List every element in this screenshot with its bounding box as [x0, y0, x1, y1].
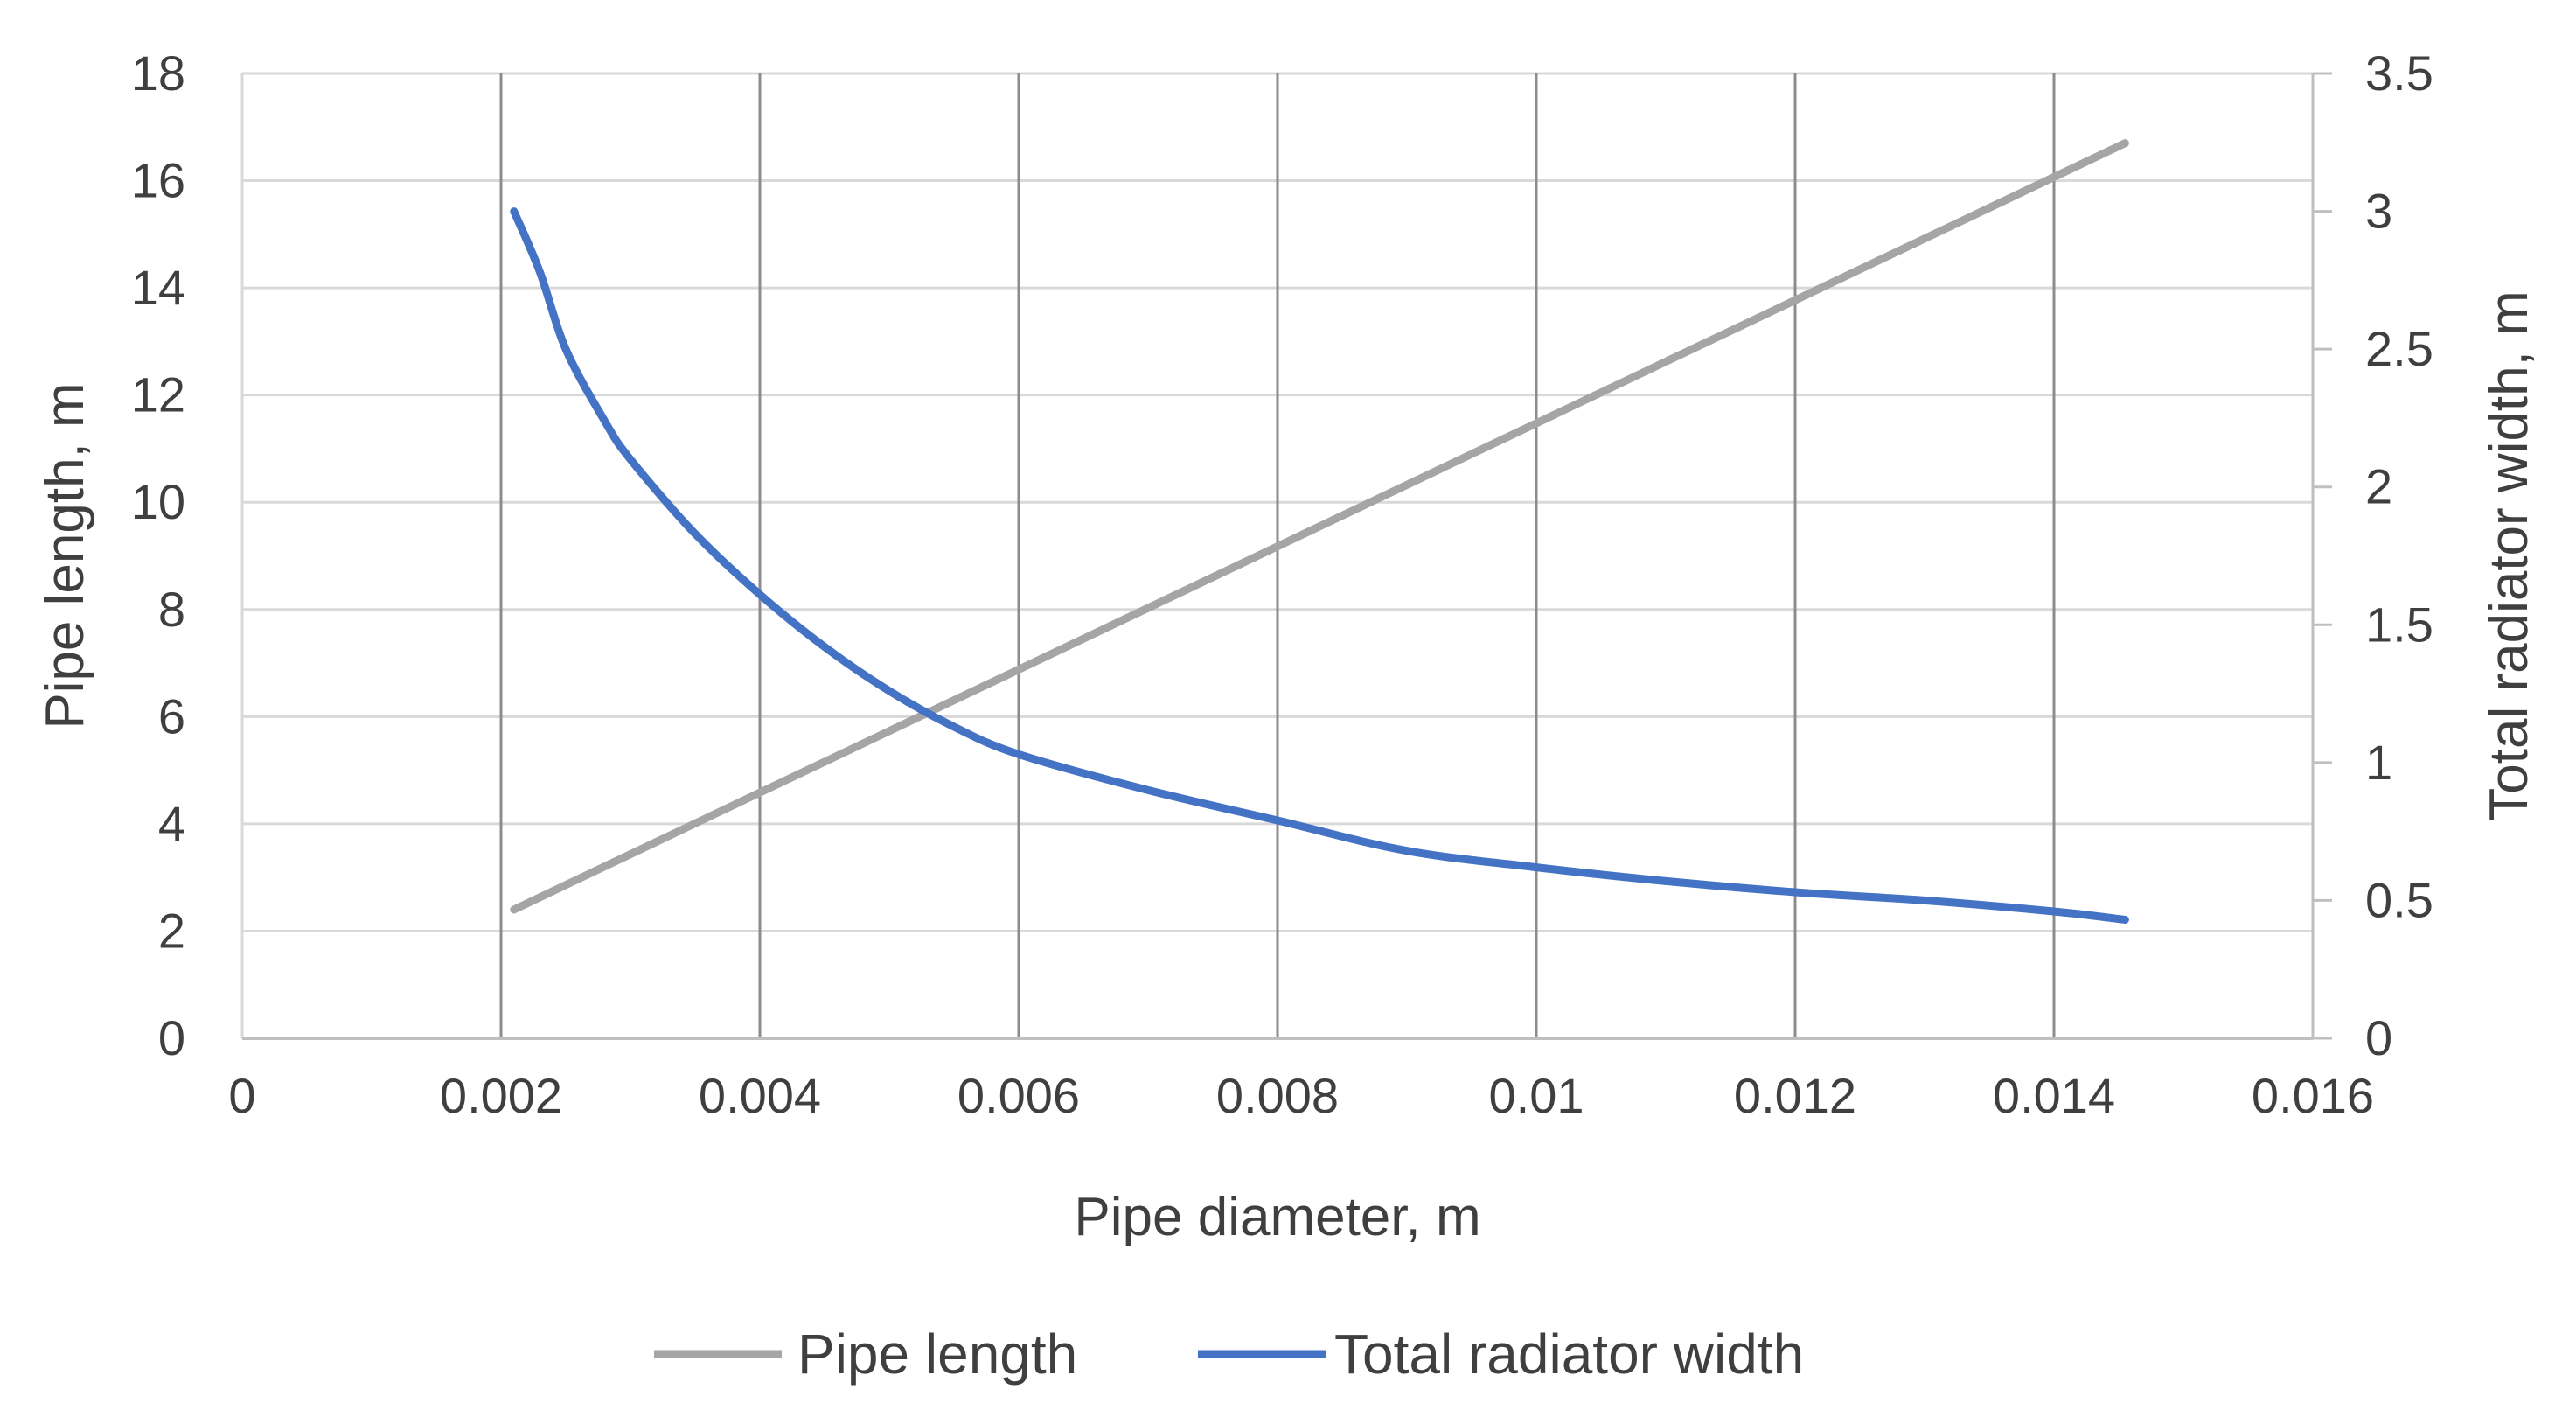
y-tick-label: 18 [131, 45, 185, 101]
x-tick-label: 0 [228, 1068, 255, 1123]
y-tick-label: 16 [131, 153, 185, 208]
y2-tick-label: 1 [2365, 735, 2392, 790]
x-tick-label: 0.002 [440, 1068, 562, 1123]
series-line-pipe-length [510, 139, 2129, 914]
y-tick-label: 6 [158, 688, 185, 743]
legend-label: Pipe length [797, 1323, 1077, 1386]
y-axis-title-left: Pipe length, m [35, 382, 95, 729]
y-tick-label: 0 [158, 1010, 185, 1065]
axes [240, 72, 2332, 1040]
x-axis-title: Pipe diameter, m [1074, 1187, 1480, 1247]
series-line-total-radiator-width [510, 207, 2129, 924]
y2-tick-label: 3 [2365, 184, 2392, 239]
x-tick-label: 0.008 [1216, 1068, 1339, 1123]
legend: Pipe length Total radiator width [654, 1323, 1804, 1386]
y2-tick-label: 3.5 [2365, 45, 2433, 101]
y2-tick-label: 1.5 [2365, 597, 2433, 652]
x-tick-label: 0.012 [1734, 1068, 1856, 1123]
x-tick-label: 0.006 [957, 1068, 1080, 1123]
tick-labels: 0 2 4 6 8 10 12 14 16 18 0 0.5 1 1.5 2 2.5 3 3.5 0 0.002 0.0… [131, 45, 2433, 1123]
y-tick-label: 4 [158, 796, 185, 851]
x-tick-label: 0.004 [699, 1068, 821, 1123]
y2-tick-label: 0 [2365, 1010, 2392, 1065]
legend-label: Total radiator width [1334, 1323, 1804, 1386]
y2-tick-label: 2.5 [2365, 321, 2433, 376]
x-tick-label: 0.014 [1993, 1068, 2115, 1123]
y2-tick-label: 2 [2365, 459, 2392, 514]
plot-series [510, 139, 2129, 924]
y-tick-label: 12 [131, 367, 185, 422]
y-tick-label: 8 [158, 582, 185, 637]
y-tick-label: 10 [131, 474, 185, 529]
y-axis-title-right: Total radiator width, m [2479, 290, 2539, 820]
y-tick-label: 14 [131, 260, 185, 315]
x-tick-label: 0.01 [1489, 1068, 1584, 1123]
x-tick-label: 0.016 [2252, 1068, 2374, 1123]
y2-tick-label: 0.5 [2365, 872, 2433, 927]
y-tick-label: 2 [158, 903, 185, 958]
